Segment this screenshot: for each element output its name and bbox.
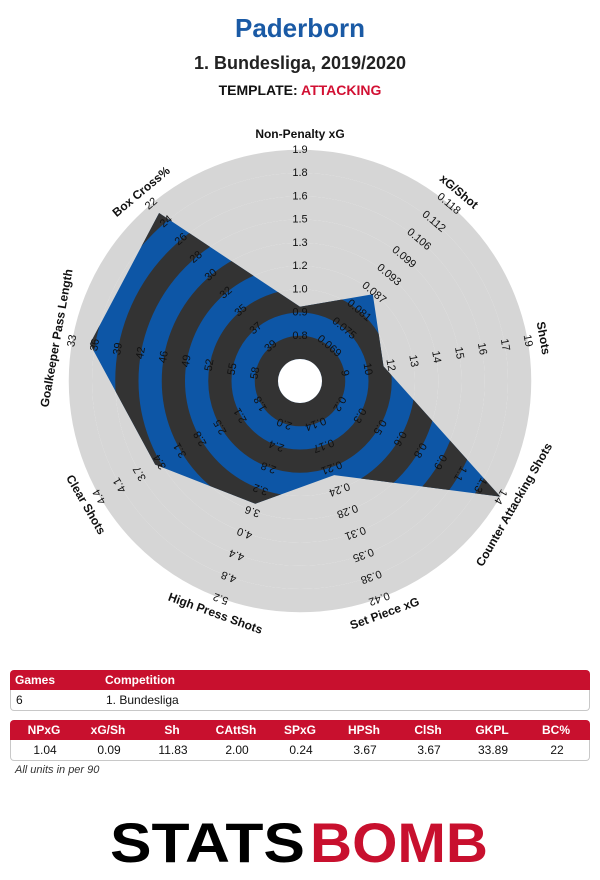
games-table-header: Games Competition	[10, 670, 590, 690]
stat-header-xgsh: xG/Sh	[90, 723, 126, 737]
tick-label: 3.2	[251, 481, 269, 498]
stat-header-gkpl: GKPL	[475, 723, 509, 737]
stat-header-sh: Sh	[164, 723, 180, 737]
ring-light	[92, 173, 508, 589]
radar-chart: 0.8 0.9 1.0 1.2 1.3 1.5 1.6 1.8 1.9 Non-Penalty x…	[37, 127, 555, 637]
competition-header: Competition	[105, 673, 175, 687]
stat-header-bc: BC%	[541, 723, 570, 737]
team-title: Paderborn	[234, 13, 366, 43]
tick-label: 0.9	[292, 307, 307, 319]
stat-header-hpsh: HPSh	[347, 723, 380, 737]
statsbomb-logo: STATS BOMB	[110, 812, 488, 868]
tick-label: 46	[157, 350, 171, 364]
units-note: All units in per 90	[15, 764, 100, 776]
stat-value-cattsh: 2.00	[225, 743, 249, 757]
tick-label: 39	[111, 342, 125, 356]
stat-value-xgsh: 0.09	[97, 743, 121, 757]
tick-label: 16	[475, 342, 489, 356]
tick-label: 1.3	[292, 237, 307, 249]
tick-label: 13	[406, 354, 420, 368]
tick-label: 2.0	[275, 415, 293, 432]
ring-light	[68, 149, 532, 613]
games-header: Games	[15, 673, 56, 687]
tick-label: 1.5	[292, 214, 307, 226]
tick-label: 58	[248, 366, 262, 380]
stat-value-clsh: 3.67	[417, 743, 441, 757]
games-table-row: 6 1. Bundesliga	[10, 690, 590, 711]
stats-table-header: NPxG xG/Sh Sh CAttSh SPxG HPSh ClSh GKPL…	[10, 720, 590, 740]
tick-label: 1.0	[292, 283, 307, 295]
template-line: TEMPLATE: ATTACKING	[0, 82, 600, 98]
tick-label: 1.6	[292, 190, 307, 202]
tick-label: 9	[338, 369, 351, 377]
stat-value-gkpl: 33.89	[477, 743, 509, 757]
tick-label: 1.9	[292, 144, 307, 156]
stat-value-npxg: 1.04	[33, 743, 57, 757]
template-label: TEMPLATE:	[218, 82, 298, 98]
tick-label: 4.0	[236, 525, 254, 542]
tick-label: 33	[65, 334, 79, 348]
stat-value-bc: 22	[550, 743, 564, 757]
stat-header-cattsh: CAttSh	[215, 723, 257, 737]
tick-label: 36	[88, 338, 102, 352]
games-table: Games Competition 6 1. Bundesliga	[10, 670, 590, 711]
tick-label: 42	[134, 346, 148, 360]
logo-bomb-text: BOMB	[310, 812, 488, 868]
tick-label: 10	[361, 362, 375, 376]
template-value: ATTACKING	[301, 82, 382, 98]
stat-value-sh: 11.83	[158, 743, 188, 757]
axis-label: Non-Penalty xG	[255, 127, 344, 141]
radar-center	[278, 359, 322, 403]
stat-header-npxg: NPxG	[27, 723, 61, 737]
logo-stats-text: STATS	[110, 812, 305, 868]
tick-label: 2.4	[267, 437, 285, 454]
tick-label: 15	[452, 346, 466, 360]
stats-table-row: 1.04 0.09 11.83 2.00 0.24 3.67 3.67 33.8…	[10, 740, 590, 761]
tick-label: 52	[203, 358, 217, 372]
tick-label: 55	[226, 362, 240, 376]
tick-label: 3.6	[243, 503, 261, 520]
tick-label: 1.2	[292, 260, 307, 272]
tick-label: 12	[383, 358, 397, 372]
stat-header-clsh: ClSh	[414, 723, 442, 737]
stats-table: NPxG xG/Sh Sh CAttSh SPxG HPSh ClSh GKPL…	[10, 720, 590, 761]
tick-label: 0.8	[292, 330, 307, 342]
stat-header-spxg: SPxG	[283, 723, 316, 737]
tick-label: 14	[429, 350, 443, 364]
tick-label: 4.8	[220, 568, 238, 585]
tick-label: 49	[180, 354, 194, 368]
tick-label: 1.8	[292, 167, 307, 179]
competition-subtitle: 1. Bundesliga, 2019/2020	[193, 53, 407, 73]
games-value: 6	[16, 693, 23, 707]
ring-dark	[254, 335, 346, 427]
stat-value-hpsh: 3.67	[353, 743, 377, 757]
stat-value-spxg: 0.24	[289, 743, 313, 757]
tick-label: 4.4	[228, 546, 246, 563]
axis-label: Shots	[534, 320, 554, 356]
competition-value: 1. Bundesliga	[106, 693, 179, 707]
tick-label: 19	[521, 334, 535, 348]
tick-label: 5.2	[212, 590, 230, 607]
tick-label: 17	[498, 338, 512, 352]
tick-label: 2.8	[259, 459, 277, 476]
